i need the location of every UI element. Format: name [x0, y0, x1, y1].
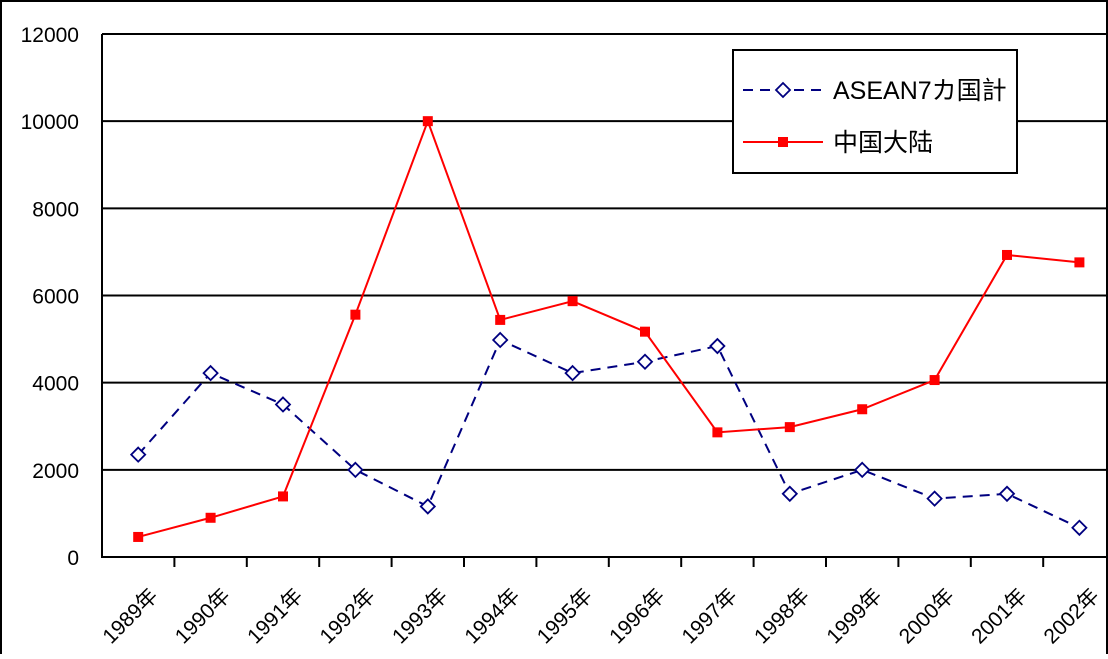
data-point	[564, 364, 581, 382]
x-tick-label: 1997年	[678, 584, 742, 648]
y-tick-label: 6000	[32, 286, 79, 309]
data-point	[1002, 249, 1012, 260]
data-point	[1074, 257, 1085, 268]
data-point	[929, 375, 940, 386]
data-point	[567, 296, 578, 307]
y-tick-labels: 0 2000 4000 6000 8000 10000 12000	[21, 24, 79, 570]
data-point	[998, 485, 1016, 503]
series-group	[129, 116, 1088, 542]
x-tick-label: 1992年	[316, 584, 380, 648]
x-tick-label: 1994年	[460, 584, 524, 648]
data-point	[853, 461, 871, 479]
data-point	[712, 427, 723, 438]
data-point	[640, 326, 650, 337]
legend-marker	[774, 81, 792, 99]
series-1	[129, 331, 1088, 537]
x-tick-label: 1991年	[243, 584, 307, 648]
series-line	[137, 118, 1080, 538]
legend-label: ASEAN7カ国計	[833, 77, 1007, 105]
data-point	[1071, 519, 1088, 537]
data-point	[129, 446, 147, 463]
y-tick-label: 12000	[21, 24, 79, 47]
data-point	[205, 512, 216, 523]
data-point	[781, 485, 799, 503]
y-tick-label: 10000	[21, 111, 79, 134]
x-tick-label: 2002年	[1040, 584, 1104, 648]
x-tick-label: 1996年	[605, 584, 669, 648]
x-tick-label: 2000年	[895, 584, 959, 648]
y-tick-label: 2000	[32, 460, 79, 483]
series-2	[133, 116, 1085, 542]
data-point	[784, 422, 795, 433]
x-tick-label: 1993年	[388, 584, 452, 648]
data-point	[709, 337, 726, 355]
x-tick-label: 2001年	[967, 584, 1031, 648]
x-tick-label: 1990年	[171, 584, 235, 648]
legend-box	[732, 49, 1018, 174]
x-tick-label: 1995年	[533, 584, 597, 648]
series-line	[137, 338, 1080, 529]
data-point	[347, 461, 364, 479]
data-point	[926, 490, 943, 507]
y-tick-label: 4000	[32, 373, 79, 396]
x-tick-label: 1999年	[822, 584, 886, 648]
data-point	[495, 314, 506, 325]
x-tick-label: 1998年	[750, 584, 814, 648]
data-point	[350, 309, 361, 320]
x-tick-labels: 1989年 1990年 1991年 1992年 1993年 1994年 1995年 1996年…	[98, 584, 1103, 648]
data-point	[491, 331, 509, 349]
data-point	[278, 491, 288, 502]
data-point	[274, 396, 292, 413]
data-point	[133, 531, 144, 542]
y-tick-label: 0	[67, 547, 79, 570]
legend-label: 中国大陆	[833, 129, 933, 157]
x-tick-label: 1989年	[98, 584, 162, 648]
data-point	[636, 353, 654, 371]
data-point	[419, 498, 437, 515]
legend-marker	[778, 137, 788, 147]
axes	[101, 34, 1108, 567]
y-tick-label: 8000	[32, 198, 79, 221]
data-point	[202, 364, 219, 382]
grid-lines	[102, 33, 1108, 471]
data-point	[422, 116, 433, 127]
data-point	[857, 404, 868, 415]
